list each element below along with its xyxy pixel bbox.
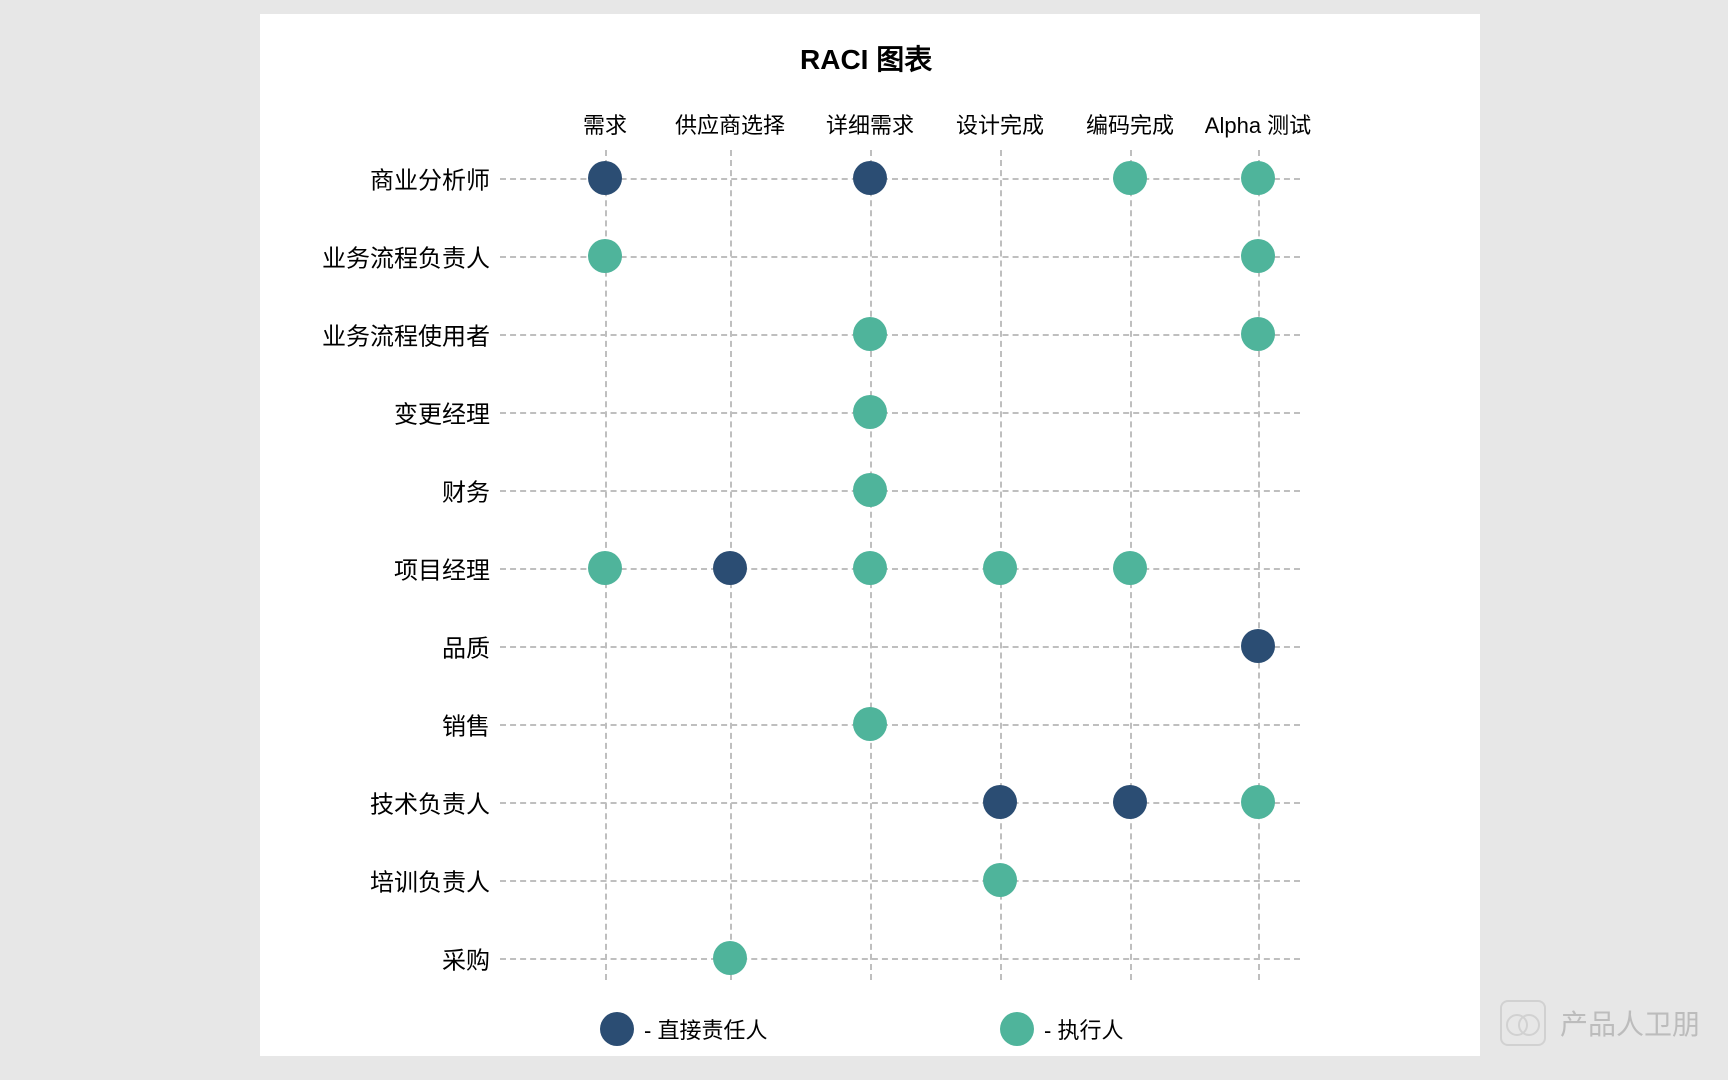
- legend-dot: [1000, 1012, 1034, 1046]
- grid-line-vertical: [1258, 150, 1260, 980]
- column-header: 需求: [583, 108, 627, 140]
- column-header: 设计完成: [956, 108, 1044, 140]
- chart-title: RACI 图表: [800, 38, 932, 78]
- raci-dot: [588, 239, 622, 273]
- grid-line-horizontal: [500, 412, 1300, 414]
- row-label: 技术负责人: [370, 785, 490, 820]
- raci-dot: [1113, 551, 1147, 585]
- legend-label: - 直接责任人: [644, 1013, 767, 1045]
- grid-line-horizontal: [500, 646, 1300, 648]
- row-label: 商业分析师: [370, 161, 490, 196]
- wechat-icon: [1500, 1000, 1546, 1046]
- raci-dot: [588, 551, 622, 585]
- raci-dot: [588, 161, 622, 195]
- raci-dot: [713, 551, 747, 585]
- raci-dot: [853, 473, 887, 507]
- raci-dot: [1241, 785, 1275, 819]
- row-label: 销售: [442, 707, 490, 742]
- raci-dot: [1241, 161, 1275, 195]
- raci-dot: [853, 161, 887, 195]
- column-header: 供应商选择: [675, 108, 785, 140]
- grid-line-horizontal: [500, 490, 1300, 492]
- column-header: 详细需求: [826, 108, 914, 140]
- raci-dot: [853, 395, 887, 429]
- grid-line-horizontal: [500, 880, 1300, 882]
- grid-line-horizontal: [500, 724, 1300, 726]
- row-label: 采购: [442, 941, 490, 976]
- row-label: 品质: [442, 629, 490, 664]
- raci-dot: [1113, 785, 1147, 819]
- raci-dot: [1241, 317, 1275, 351]
- raci-dot: [853, 707, 887, 741]
- raci-dot: [1113, 161, 1147, 195]
- row-label: 项目经理: [394, 551, 490, 586]
- legend-item: - 执行人: [1000, 1012, 1123, 1046]
- raci-dot: [713, 941, 747, 975]
- grid-line-horizontal: [500, 802, 1300, 804]
- raci-dot: [983, 785, 1017, 819]
- grid-line-horizontal: [500, 958, 1300, 960]
- watermark-text: 产品人卫朋: [1560, 1003, 1700, 1043]
- legend-item: - 直接责任人: [600, 1012, 767, 1046]
- row-label: 业务流程负责人: [322, 239, 490, 274]
- row-label: 培训负责人: [370, 863, 490, 898]
- raci-dot: [853, 317, 887, 351]
- raci-dot: [1241, 239, 1275, 273]
- raci-dot: [1241, 629, 1275, 663]
- watermark: 产品人卫朋: [1500, 1000, 1700, 1046]
- column-header: Alpha 测试: [1205, 108, 1311, 140]
- raci-dot: [853, 551, 887, 585]
- legend-label: - 执行人: [1044, 1013, 1123, 1045]
- row-label: 财务: [442, 473, 490, 508]
- row-label: 变更经理: [394, 395, 490, 430]
- column-header: 编码完成: [1086, 108, 1174, 140]
- raci-dot: [983, 551, 1017, 585]
- grid-line-horizontal: [500, 334, 1300, 336]
- legend-dot: [600, 1012, 634, 1046]
- row-label: 业务流程使用者: [322, 317, 490, 352]
- raci-dot: [983, 863, 1017, 897]
